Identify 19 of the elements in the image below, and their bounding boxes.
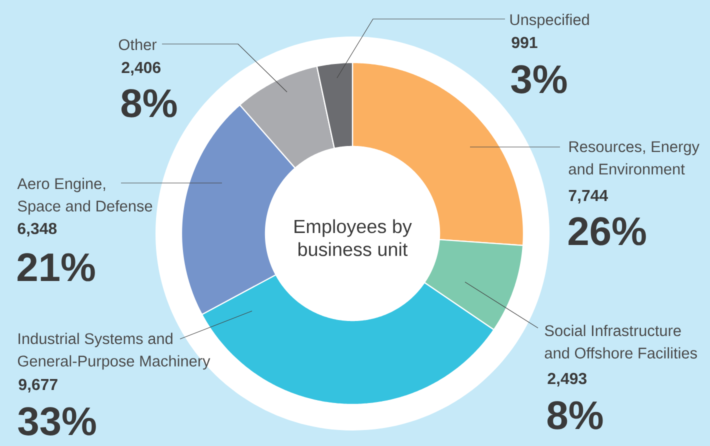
text: 26% [568, 217, 646, 246]
data-label: 2,406 [122, 62, 160, 76]
data-label: 991 [512, 36, 538, 48]
text: 3% [511, 65, 567, 94]
text: 8% [121, 89, 177, 118]
text: 33% [18, 407, 96, 436]
slice-label: Unspecified [510, 14, 589, 28]
text: Employees by business unit [294, 219, 412, 256]
slice-label: Other [118, 38, 157, 50]
slice-label: Resources, Energy and Environment [568, 141, 700, 175]
slice-label: Social Infrastructure and Offshore Facilities [544, 324, 697, 359]
data-label: 7,744 [568, 190, 608, 204]
text: 8% [547, 401, 603, 430]
slice-label: Industrial Systems and General-Purpose Machinery [18, 332, 210, 370]
data-label: 9,677 [18, 378, 58, 392]
data-label: 2,493 [548, 372, 586, 386]
data-label: 6,348 [18, 222, 57, 236]
slice-label: Aero Engine, Space and Defense [17, 178, 152, 215]
text: 21% [18, 253, 95, 282]
